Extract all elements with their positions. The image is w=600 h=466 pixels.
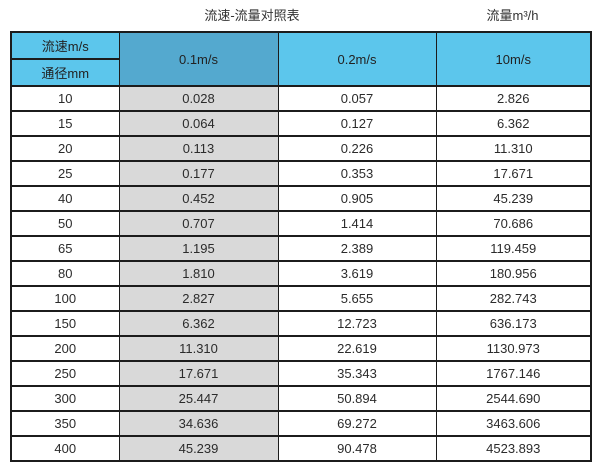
diameter-cell: 15: [10, 110, 120, 137]
value-cell-0-2ms: 3.619: [277, 260, 437, 287]
page-title: 流速-流量对照表: [204, 8, 300, 23]
table-row: 20 0.113 0.226 11.310: [10, 135, 592, 162]
table-row: 25 0.177 0.353 17.671: [10, 160, 592, 187]
table-header: 流速m/s 0.1m/s 0.2m/s 10m/s 通径mm: [10, 31, 592, 87]
value-cell-0-2ms: 69.272: [277, 410, 437, 437]
value-cell-10ms: 17.671: [435, 160, 592, 187]
flow-rate-table: 流速m/s 0.1m/s 0.2m/s 10m/s 通径mm 10 0.028 0.…: [10, 31, 592, 462]
value-cell-0-1ms: 34.636: [118, 410, 279, 437]
value-cell-0-2ms: 1.414: [277, 210, 437, 237]
value-cell-0-1ms: 0.064: [118, 110, 279, 137]
value-cell-0-1ms: 1.810: [118, 260, 279, 287]
value-cell-0-2ms: 35.343: [277, 360, 437, 387]
diameter-cell: 40: [10, 185, 120, 212]
diameter-cell: 150: [10, 310, 120, 337]
table-row: 10 0.028 0.057 2.826: [10, 85, 592, 112]
value-cell-0-2ms: 0.057: [277, 85, 437, 112]
value-cell-0-2ms: 0.905: [277, 185, 437, 212]
value-cell-10ms: 2.826: [435, 85, 592, 112]
value-cell-10ms: 2544.690: [435, 385, 592, 412]
flow-unit-label: 流量m³/h: [486, 8, 539, 23]
table-row: 80 1.810 3.619 180.956: [10, 260, 592, 287]
table-row: 15 0.064 0.127 6.362: [10, 110, 592, 137]
value-cell-10ms: 70.686: [435, 210, 592, 237]
table-row: 350 34.636 69.272 3463.606: [10, 410, 592, 437]
diameter-cell: 20: [10, 135, 120, 162]
diameter-cell: 25: [10, 160, 120, 187]
diameter-cell: 80: [10, 260, 120, 287]
value-cell-0-1ms: 0.707: [118, 210, 279, 237]
title-bar: 流速-流量对照表 流量m³/h: [0, 0, 600, 31]
value-cell-0-2ms: 0.226: [277, 135, 437, 162]
diameter-cell: 350: [10, 410, 120, 437]
value-cell-0-1ms: 6.362: [118, 310, 279, 337]
diameter-cell: 50: [10, 210, 120, 237]
corner-velocity-label: 流速m/s: [10, 31, 120, 60]
value-cell-0-1ms: 0.177: [118, 160, 279, 187]
diameter-cell: 200: [10, 335, 120, 362]
value-cell-10ms: 3463.606: [435, 410, 592, 437]
value-cell-10ms: 180.956: [435, 260, 592, 287]
value-cell-0-1ms: 45.239: [118, 435, 279, 462]
value-cell-10ms: 11.310: [435, 135, 592, 162]
table-row: 40 0.452 0.905 45.239: [10, 185, 592, 212]
table-row: 200 11.310 22.619 1130.973: [10, 335, 592, 362]
value-cell-10ms: 282.743: [435, 285, 592, 312]
value-cell-0-1ms: 17.671: [118, 360, 279, 387]
value-cell-0-2ms: 22.619: [277, 335, 437, 362]
value-cell-0-1ms: 2.827: [118, 285, 279, 312]
table-row: 250 17.671 35.343 1767.146: [10, 360, 592, 387]
value-cell-0-2ms: 90.478: [277, 435, 437, 462]
value-cell-10ms: 1767.146: [435, 360, 592, 387]
table-row: 300 25.447 50.894 2544.690: [10, 385, 592, 412]
value-cell-10ms: 45.239: [435, 185, 592, 212]
col-header-velocity-10: 10m/s: [435, 31, 592, 87]
col-header-velocity-0-1: 0.1m/s: [118, 31, 279, 87]
value-cell-0-1ms: 0.452: [118, 185, 279, 212]
value-cell-10ms: 119.459: [435, 235, 592, 262]
value-cell-0-2ms: 12.723: [277, 310, 437, 337]
value-cell-10ms: 4523.893: [435, 435, 592, 462]
col-header-velocity-0-2: 0.2m/s: [277, 31, 437, 87]
diameter-cell: 100: [10, 285, 120, 312]
value-cell-0-2ms: 2.389: [277, 235, 437, 262]
table-row: 400 45.239 90.478 4523.893: [10, 435, 592, 462]
value-cell-0-1ms: 11.310: [118, 335, 279, 362]
value-cell-0-1ms: 0.028: [118, 85, 279, 112]
value-cell-0-1ms: 0.113: [118, 135, 279, 162]
diameter-cell: 400: [10, 435, 120, 462]
diameter-cell: 10: [10, 85, 120, 112]
value-cell-0-2ms: 0.353: [277, 160, 437, 187]
table-row: 100 2.827 5.655 282.743: [10, 285, 592, 312]
corner-diameter-label: 通径mm: [10, 58, 120, 87]
table-row: 50 0.707 1.414 70.686: [10, 210, 592, 237]
table-row: 150 6.362 12.723 636.173: [10, 310, 592, 337]
diameter-cell: 250: [10, 360, 120, 387]
diameter-cell: 300: [10, 385, 120, 412]
diameter-cell: 65: [10, 235, 120, 262]
table-row: 65 1.195 2.389 119.459: [10, 235, 592, 262]
value-cell-0-1ms: 25.447: [118, 385, 279, 412]
value-cell-0-2ms: 50.894: [277, 385, 437, 412]
value-cell-10ms: 1130.973: [435, 335, 592, 362]
value-cell-0-2ms: 5.655: [277, 285, 437, 312]
value-cell-10ms: 636.173: [435, 310, 592, 337]
value-cell-10ms: 6.362: [435, 110, 592, 137]
value-cell-0-2ms: 0.127: [277, 110, 437, 137]
value-cell-0-1ms: 1.195: [118, 235, 279, 262]
table-body: 10 0.028 0.057 2.826 15 0.064 0.127 6.362 20 0.11…: [10, 85, 592, 462]
